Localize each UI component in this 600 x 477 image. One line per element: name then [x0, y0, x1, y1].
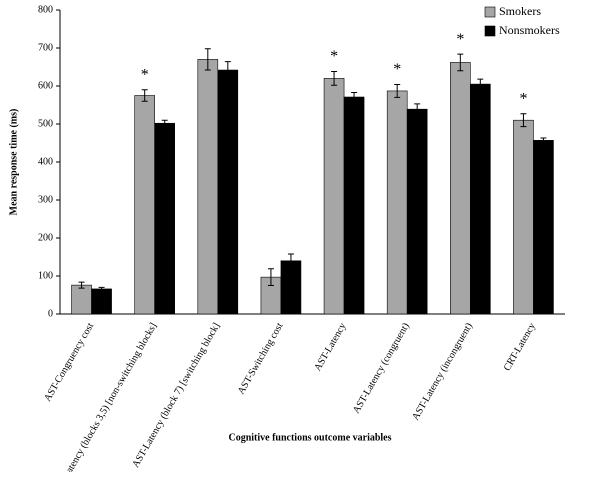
y-tick-label: 600	[38, 80, 53, 91]
x-tick-label: AST-Congruency cost	[42, 321, 96, 404]
y-axis-title: Mean response time (ms)	[8, 109, 19, 216]
error-bar	[141, 89, 148, 102]
x-tick-label: AST-Switching cost	[236, 321, 286, 396]
y-tick-label: 700	[38, 42, 53, 53]
legend-label: Nonsmokers	[499, 23, 560, 37]
bar	[91, 288, 112, 315]
bar	[406, 108, 428, 315]
y-tick-label: 200	[38, 232, 53, 243]
y-tick-label: 400	[38, 156, 53, 167]
bar	[154, 122, 175, 315]
bar	[134, 95, 155, 315]
error-bar	[287, 253, 294, 269]
error-bar	[477, 78, 484, 90]
significance-marker: *	[330, 48, 338, 65]
error-bar	[224, 61, 231, 79]
y-tick-label: 800	[38, 4, 53, 15]
bar	[343, 96, 365, 315]
error-bar	[394, 83, 401, 98]
error-bar	[520, 113, 527, 128]
error-bar	[267, 268, 274, 286]
x-tick-label: AST-Latency (incongruent)	[410, 321, 475, 422]
x-tick-label: AST-Latency	[312, 321, 348, 373]
x-tick-label: AST-Latency (congruent)	[351, 321, 412, 415]
error-bar	[161, 119, 168, 127]
error-bar	[98, 286, 105, 291]
bar	[217, 69, 239, 315]
significance-marker: *	[393, 61, 401, 78]
significance-marker: *	[456, 31, 464, 48]
legend-swatch	[484, 6, 496, 18]
legend-label: Smokers	[499, 4, 541, 18]
bar	[450, 62, 471, 315]
error-bar	[78, 281, 85, 289]
error-bar	[204, 48, 211, 71]
y-tick-label: 500	[38, 118, 53, 129]
y-tick-label: 300	[38, 194, 53, 205]
error-bar	[414, 103, 421, 115]
error-bar	[331, 71, 338, 86]
x-tick-label: CRT-Latency	[502, 321, 538, 373]
x-axis-title: Cognitive functions outcome variables	[228, 432, 391, 443]
bar	[71, 284, 92, 315]
bar	[197, 59, 219, 315]
error-bar	[351, 91, 358, 103]
error-bar	[457, 53, 464, 72]
bar	[323, 78, 345, 315]
y-tick-label: 0	[48, 308, 53, 319]
bar	[280, 260, 302, 315]
error-bar	[540, 137, 547, 144]
bar	[470, 83, 491, 315]
bar	[513, 119, 534, 315]
bar	[386, 90, 408, 315]
significance-marker: *	[519, 90, 527, 107]
significance-marker: *	[141, 66, 149, 83]
y-tick-label: 100	[38, 270, 53, 281]
legend-swatch	[484, 25, 496, 37]
bar	[533, 140, 554, 315]
